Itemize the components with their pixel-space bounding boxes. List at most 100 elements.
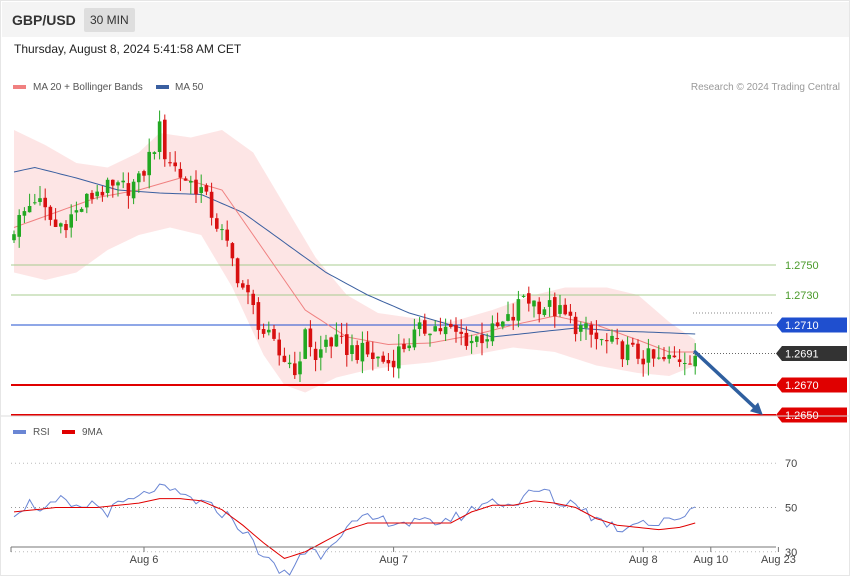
candle-body	[376, 356, 380, 359]
candle-body	[454, 325, 458, 332]
candle-body	[599, 339, 604, 341]
candle-body	[693, 355, 697, 367]
candle-body	[589, 324, 593, 335]
candle-body	[53, 219, 58, 227]
candle-body	[230, 243, 235, 259]
bollinger-bands	[14, 130, 696, 393]
candle-body	[423, 320, 427, 334]
time-label-Aug 10: Aug 10	[693, 554, 728, 566]
rsi-tick-30: 30	[785, 547, 797, 559]
candle-body	[563, 304, 567, 315]
candle-body	[33, 202, 37, 204]
ma20-legend-label: MA 20 + Bollinger Bands	[33, 82, 143, 93]
symbol-label: GBP/USD	[12, 12, 76, 28]
candle-body	[43, 197, 47, 208]
level-tag-1.2691	[776, 346, 847, 361]
candle-body	[27, 206, 32, 213]
candle-body	[277, 339, 281, 356]
rsi-panel: 70 50 30	[11, 458, 797, 576]
rsi-ma-line	[13, 498, 696, 559]
candle-body	[17, 215, 21, 237]
candle-body	[59, 223, 63, 227]
candle-body	[584, 323, 588, 328]
candle-body	[152, 152, 157, 154]
candle-body	[204, 185, 209, 192]
candle-body	[615, 338, 619, 340]
candle-body	[116, 182, 120, 186]
candle-body	[235, 258, 240, 284]
candle-body	[189, 181, 193, 183]
candle-body	[475, 336, 479, 342]
level-label-1.2750: 1.2750	[785, 260, 819, 272]
candle-body	[137, 173, 141, 183]
candle-body	[625, 344, 630, 361]
research-credit: Research © 2024 Trading Central	[691, 82, 840, 93]
candle-body	[142, 171, 146, 176]
chart-header: GBP/USD 30 MIN	[2, 2, 849, 37]
candle-body	[105, 179, 110, 193]
candle-body	[303, 329, 307, 359]
candle-body	[324, 339, 328, 347]
candle-body	[163, 119, 167, 160]
candle-body	[469, 340, 474, 344]
ma50-legend-label: MA 50	[175, 82, 204, 93]
candle-body	[407, 345, 411, 349]
candle-body	[319, 349, 323, 358]
timeframe-badge[interactable]: 30 MIN	[84, 8, 135, 32]
candle-body	[547, 300, 552, 307]
candle-body	[365, 341, 370, 355]
candle-body	[313, 348, 318, 360]
candle-body	[261, 329, 266, 334]
rsi-tick-70: 70	[785, 458, 797, 470]
candle-body	[215, 218, 219, 229]
candle-body	[579, 325, 583, 332]
candle-body	[667, 354, 671, 359]
candle-body	[194, 179, 198, 195]
candle-body	[345, 334, 349, 355]
candle-body	[287, 362, 292, 365]
candle-body	[251, 293, 255, 305]
candle-body	[402, 343, 406, 350]
candle-body	[651, 349, 656, 359]
level-label-1.2691: 1.2691	[785, 349, 819, 361]
candle-body	[69, 214, 73, 228]
candle-body	[48, 206, 53, 220]
candle-body	[610, 335, 614, 342]
candle-body	[272, 329, 276, 339]
candle-body	[241, 283, 245, 288]
candle-body	[308, 328, 313, 348]
candle-body	[64, 224, 68, 231]
level-label-1.2710: 1.2710	[785, 320, 819, 332]
candle-body	[537, 301, 541, 315]
candle-body	[443, 326, 448, 335]
rsi-legend-swatch	[13, 430, 26, 434]
candle-body	[220, 229, 224, 231]
forecast-arrow-shaft	[693, 350, 756, 409]
candle-body	[100, 191, 105, 196]
candle-body	[605, 340, 609, 342]
candle-body	[386, 360, 391, 364]
time-label-Aug 6: Aug 6	[130, 554, 159, 566]
candle-body	[85, 193, 89, 208]
candle-body	[521, 295, 526, 297]
candle-body	[381, 355, 385, 362]
forecast-arrow-head	[749, 402, 763, 415]
candle-body	[683, 363, 687, 364]
time-axis: Aug 6 Aug 7 Aug 8 Aug 10 Aug 23	[10, 546, 796, 566]
candle-body	[532, 300, 536, 307]
timestamp: Thursday, August 8, 2024 5:41:58 AM CET	[14, 42, 242, 56]
candle-body	[506, 314, 510, 321]
candle-body	[90, 192, 94, 199]
candle-body	[173, 162, 177, 167]
candle-body	[433, 326, 437, 332]
candle-body	[256, 302, 261, 330]
candle-body	[620, 341, 625, 360]
candle-body	[646, 348, 651, 363]
candle-body	[168, 162, 172, 164]
candle-body	[438, 328, 443, 332]
candle-body	[131, 181, 136, 199]
level-tag-1.2650	[776, 407, 847, 423]
